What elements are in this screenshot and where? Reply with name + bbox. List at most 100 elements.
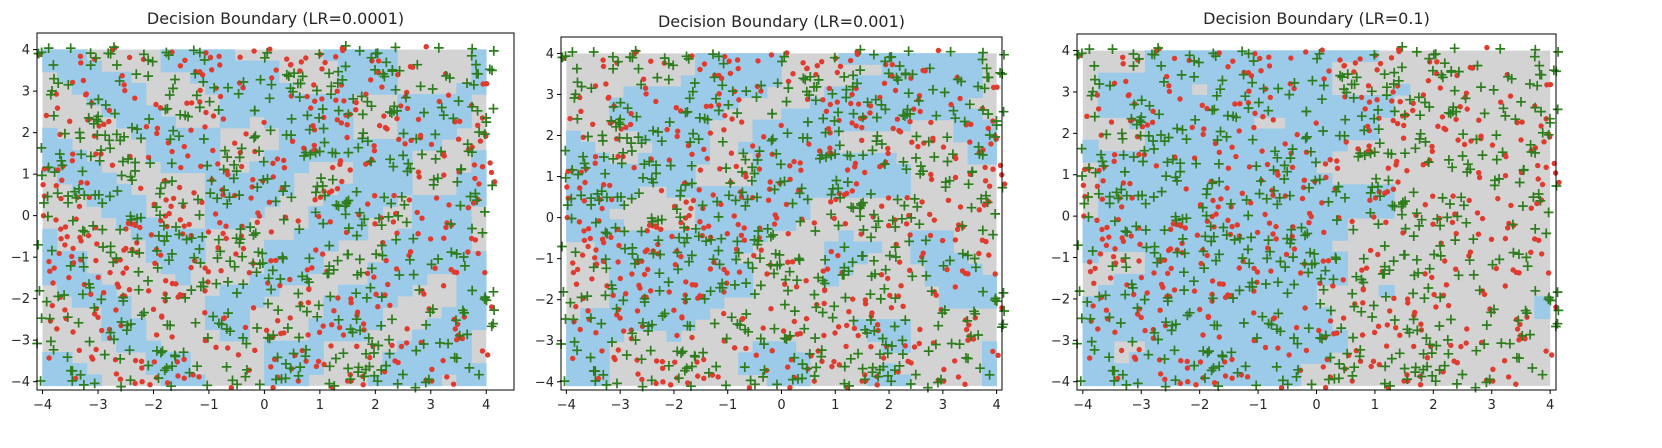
point-class-1	[1153, 43, 1163, 53]
point-class-1	[890, 222, 901, 232]
point-class-1	[363, 333, 374, 343]
region-cell-class-1	[1160, 94, 1177, 107]
point-class-1	[1207, 178, 1218, 189]
point-class-0	[906, 212, 912, 219]
point-class-1	[1211, 90, 1222, 101]
point-class-0	[1103, 242, 1110, 248]
point-class-1	[1410, 143, 1421, 154]
point-class-1	[127, 175, 137, 186]
region-cell-class-1	[1316, 240, 1333, 253]
point-class-0	[907, 232, 913, 238]
point-class-1	[1412, 254, 1422, 265]
region-cell-class-1	[1316, 150, 1333, 163]
point-class-1	[1497, 147, 1508, 158]
point-class-1	[232, 288, 242, 298]
region-cell-class-1	[623, 186, 639, 198]
region-cell-class-1	[566, 319, 582, 331]
point-class-0	[479, 348, 486, 354]
point-class-1	[324, 240, 335, 251]
point-class-1	[1191, 158, 1201, 169]
region-cell-class-1	[293, 161, 310, 174]
y-tick-label: 2	[22, 126, 30, 141]
region-cell-class-1	[1331, 139, 1348, 152]
point-class-1	[749, 289, 760, 299]
point-class-1	[1521, 252, 1532, 263]
point-class-0	[821, 300, 827, 307]
point-class-0	[1216, 50, 1222, 56]
region-cell-class-1	[1176, 117, 1193, 130]
region-cell-class-1	[264, 273, 280, 286]
point-class-0	[920, 250, 926, 256]
point-class-0	[756, 166, 763, 172]
point-class-1	[116, 170, 127, 181]
region-cell-class-1	[1176, 61, 1193, 74]
point-class-1	[1190, 114, 1200, 125]
point-class-1	[687, 361, 697, 372]
point-class-1	[780, 299, 790, 310]
point-class-1	[168, 83, 178, 94]
region-cell-class-1	[881, 374, 897, 387]
point-class-1	[109, 334, 119, 345]
region-cell-class-1	[1331, 229, 1348, 241]
point-class-1	[1397, 62, 1407, 73]
point-class-1	[167, 249, 177, 259]
point-class-1	[769, 184, 780, 195]
point-class-1	[756, 280, 766, 291]
point-class-0	[1204, 218, 1211, 224]
point-class-1	[152, 346, 162, 356]
point-class-1	[1134, 54, 1144, 64]
region-cell-class-1	[1176, 139, 1193, 152]
point-class-0	[718, 201, 724, 208]
point-class-0	[371, 148, 378, 154]
region-cell-class-1	[695, 86, 711, 99]
point-class-1	[112, 186, 123, 196]
point-class-0	[88, 291, 94, 297]
point-class-1	[608, 154, 619, 164]
point-class-0	[1532, 145, 1539, 151]
region-cell-class-1	[471, 284, 487, 297]
point-class-0	[1455, 137, 1461, 143]
point-class-1	[721, 333, 732, 344]
point-class-0	[1258, 68, 1264, 74]
region-cell-class-1	[397, 273, 413, 286]
region-cell-class-1	[680, 263, 696, 276]
region-cell-class-1	[456, 116, 472, 129]
point-class-1	[982, 197, 993, 208]
region-cell-class-1	[967, 108, 983, 121]
region-cell-class-1	[1269, 61, 1286, 74]
point-class-0	[58, 236, 64, 242]
point-class-1	[97, 224, 108, 235]
point-class-1	[797, 373, 807, 384]
point-class-1	[255, 74, 266, 85]
point-class-1	[366, 101, 377, 112]
region-cell-class-1	[1534, 307, 1551, 320]
point-class-1	[1077, 171, 1087, 181]
point-class-0	[220, 230, 226, 237]
point-class-0	[850, 296, 856, 302]
point-class-1	[1314, 174, 1325, 185]
point-class-1	[118, 156, 128, 167]
region-cell-class-1	[145, 105, 162, 118]
point-class-1	[376, 292, 387, 302]
region-cell-class-1	[278, 262, 295, 275]
point-class-0	[132, 95, 138, 101]
point-class-1	[1530, 148, 1540, 158]
region-cell-class-1	[1238, 374, 1255, 387]
point-class-1	[967, 166, 978, 177]
point-class-0	[415, 116, 422, 123]
point-class-0	[329, 164, 336, 171]
point-class-1	[1272, 152, 1283, 163]
chart-title: Decision Boundary (LR=0.001)	[658, 12, 905, 31]
point-class-0	[740, 315, 746, 322]
point-class-1	[1113, 193, 1124, 204]
point-class-0	[1229, 356, 1235, 363]
point-class-1	[78, 262, 89, 272]
point-class-1	[905, 379, 916, 389]
point-class-1	[1479, 339, 1490, 349]
point-class-0	[704, 155, 710, 162]
point-class-0	[1153, 163, 1160, 169]
region-cell-class-1	[1191, 117, 1208, 130]
region-cell-class-1	[781, 152, 797, 165]
y-tick-label: 3	[1062, 85, 1070, 100]
point-class-0	[1245, 100, 1252, 106]
